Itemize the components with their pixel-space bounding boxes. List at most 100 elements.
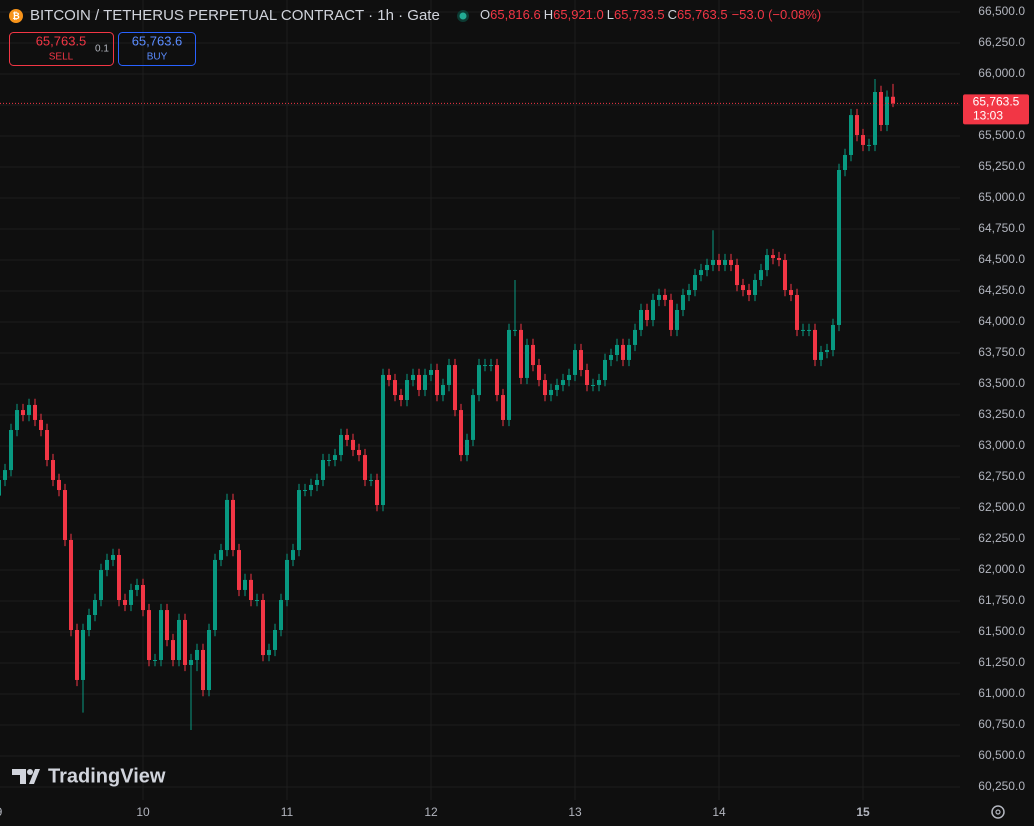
- buy-price: 65,763.6: [132, 33, 183, 48]
- candle-body: [585, 369, 589, 385]
- sell-label: SELL: [49, 52, 74, 63]
- y-tick-label: 62,250.0: [978, 531, 1025, 545]
- settings-icon[interactable]: [991, 805, 1005, 819]
- candle-body: [45, 430, 49, 461]
- candle-body: [321, 460, 325, 480]
- candle-body: [27, 404, 31, 416]
- candle-body: [195, 649, 199, 661]
- candle-body: [783, 260, 787, 291]
- y-tick-label: 64,500.0: [978, 252, 1025, 266]
- candle-body: [831, 324, 835, 351]
- ohlc-key: C: [668, 7, 677, 22]
- candle-body: [57, 479, 61, 491]
- watermark: TradingView: [48, 765, 166, 787]
- candle-body: [873, 92, 877, 145]
- y-tick-label: 65,250.0: [978, 159, 1025, 173]
- y-tick-label: 62,000.0: [978, 562, 1025, 576]
- candle-body: [0, 479, 1, 496]
- buy-button[interactable]: [118, 32, 196, 66]
- candle-body: [297, 490, 301, 551]
- candle-body: [801, 329, 805, 331]
- candle-body: [87, 615, 91, 631]
- y-tick-label: 64,750.0: [978, 221, 1025, 235]
- countdown: 13:03: [973, 109, 1003, 123]
- candle-body: [375, 479, 379, 506]
- sell-price: 65,763.5: [36, 33, 87, 48]
- candle-body: [573, 350, 577, 375]
- y-tick-label: 60,250.0: [978, 779, 1025, 793]
- candle-body: [807, 329, 811, 331]
- candle-body: [9, 430, 13, 471]
- y-tick-label: 64,000.0: [978, 314, 1025, 328]
- candle-body: [567, 374, 571, 381]
- candle-body: [597, 380, 601, 385]
- candle-body: [513, 329, 517, 331]
- axes: 60,250.0 60,500.0 60,750.0 61,000.0 61,250.0…: [0, 4, 1025, 819]
- ohlc-legend: O65,816.6 H65,921.0 L65,733.5 C65,763.5 −53.…: [480, 7, 821, 22]
- candle-body: [135, 584, 139, 590]
- candle-body: [717, 260, 721, 265]
- sell-button[interactable]: [9, 32, 114, 66]
- x-tick-label: 15: [856, 805, 870, 819]
- candle-body: [111, 554, 115, 560]
- candle-body: [579, 350, 583, 370]
- x-tick-label: 11: [281, 805, 294, 819]
- candle-body: [441, 384, 445, 396]
- candle-body: [675, 309, 679, 330]
- candle-body: [219, 550, 223, 560]
- candle-body: [507, 329, 511, 420]
- candle-body: [243, 579, 247, 590]
- candle-body: [183, 619, 187, 665]
- candle-body: [651, 299, 655, 321]
- y-tick-label: 61,250.0: [978, 655, 1025, 669]
- candle-body: [741, 285, 745, 291]
- chart-title: BITCOIN / TETHERUS PERPETUAL CONTRACT · …: [30, 7, 440, 24]
- candle-body: [459, 410, 463, 456]
- candle-body: [867, 144, 871, 146]
- candle-body: [621, 344, 625, 360]
- ohlc-text: O65,816.6 H65,921.0 L65,733.5 C65,763.5 −53.…: [480, 7, 821, 22]
- x-tick-label: 12: [424, 805, 438, 819]
- ohlc-value: 65,921.0: [553, 7, 604, 22]
- candle-body: [345, 434, 349, 440]
- candle-body: [879, 92, 883, 125]
- x-tick-label: 10: [136, 805, 150, 819]
- candle-body: [165, 610, 169, 641]
- candle-body: [207, 630, 211, 691]
- candle-body: [543, 380, 547, 396]
- candle-body: [525, 344, 529, 378]
- ohlc-key: O: [480, 7, 490, 22]
- candle-body: [303, 490, 307, 492]
- candle-body: [723, 260, 727, 265]
- candle-body: [105, 559, 109, 570]
- candle-body: [891, 96, 895, 104]
- candle-body: [69, 539, 73, 631]
- candle-body: [129, 589, 133, 605]
- candle-body: [141, 584, 145, 611]
- candle-body: [825, 350, 829, 353]
- candle-body: [477, 365, 481, 396]
- candle-body: [231, 499, 235, 551]
- candle-body: [735, 264, 739, 286]
- x-tick-label: 13: [568, 805, 582, 819]
- candle-body: [273, 630, 277, 650]
- candle-body: [75, 630, 79, 680]
- candle-body: [153, 660, 157, 662]
- candle-body: [147, 610, 151, 661]
- candle-body: [435, 369, 439, 396]
- candle-body: [531, 344, 535, 366]
- ohlc-key: H: [544, 7, 553, 22]
- ohlc-key: L: [607, 7, 614, 22]
- candle-body: [249, 579, 253, 600]
- candle-body: [213, 559, 217, 631]
- candle-body: [291, 550, 295, 560]
- candle-body: [609, 354, 613, 360]
- candle-body: [645, 309, 649, 321]
- candle-body: [33, 404, 37, 420]
- candle-body: [369, 479, 373, 481]
- coin-glyph: ₿: [12, 11, 19, 21]
- candle-body: [627, 344, 631, 360]
- ohlc-value: 65,733.5: [614, 7, 665, 22]
- candle-body: [405, 380, 409, 400]
- candle-body: [639, 309, 643, 330]
